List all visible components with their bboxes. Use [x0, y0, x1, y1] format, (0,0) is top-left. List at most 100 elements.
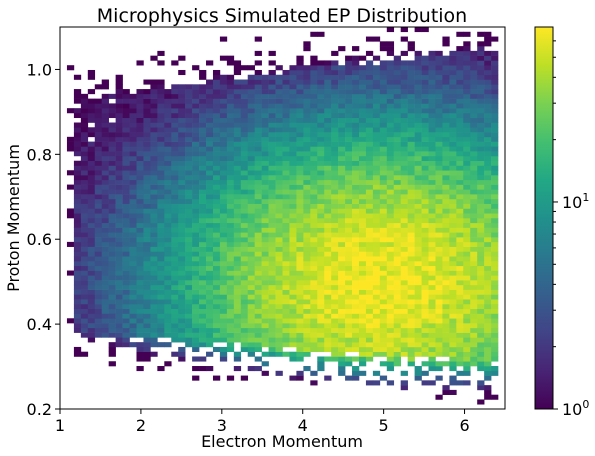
heatmap-cell: [268, 208, 276, 214]
heatmap-cell: [150, 160, 158, 166]
heatmap-cell: [261, 303, 269, 310]
heatmap-cell: [233, 141, 242, 147]
heatmap-cell: [463, 160, 471, 166]
heatmap-cell: [491, 294, 499, 300]
heatmap-cell: [157, 332, 165, 338]
heatmap-cell: [192, 356, 200, 362]
heatmap-cell: [331, 270, 339, 276]
heatmap-cell: [317, 356, 325, 362]
heatmap-cell: [66, 65, 75, 71]
heatmap-cell: [108, 160, 116, 166]
heatmap-cell: [108, 232, 116, 238]
heatmap-cell: [303, 189, 311, 195]
heatmap-cell: [470, 146, 478, 152]
heatmap-cell: [282, 74, 290, 80]
heatmap-cell: [115, 332, 123, 338]
heatmap-cell: [352, 127, 360, 133]
heatmap-cell: [400, 308, 408, 314]
heatmap-cell: [456, 323, 464, 329]
heatmap-cell: [331, 232, 339, 238]
heatmap-cell: [310, 160, 318, 166]
heatmap-cell: [310, 342, 318, 348]
heatmap-cell: [275, 79, 283, 85]
heatmap-cell: [275, 136, 283, 142]
heatmap-cell: [477, 84, 485, 90]
heatmap-cell: [345, 122, 353, 128]
heatmap-cell: [477, 380, 485, 386]
heatmap-cell: [115, 175, 123, 181]
heatmap-cell: [477, 366, 485, 372]
heatmap-cell: [254, 222, 262, 228]
heatmap-cell: [282, 218, 290, 224]
heatmap-cell: [157, 241, 165, 247]
heatmap-cell: [101, 198, 109, 204]
heatmap-cell: [164, 327, 172, 333]
heatmap-cell: [199, 232, 207, 238]
heatmap-cell: [206, 323, 214, 329]
heatmap-cell: [484, 356, 492, 362]
heatmap-cell: [206, 251, 214, 257]
heatmap-cell: [289, 203, 297, 209]
heatmap-cell: [491, 65, 499, 71]
heatmap-cell: [289, 141, 297, 147]
heatmap-cell: [435, 303, 443, 310]
heatmap-cell: [491, 189, 499, 195]
heatmap-cell: [87, 332, 96, 338]
heatmap-cell: [484, 203, 492, 209]
heatmap-cell: [164, 294, 172, 300]
heatmap-cell: [428, 170, 436, 176]
heatmap-cell: [463, 117, 471, 123]
heatmap-cell: [275, 184, 283, 190]
heatmap-cell: [108, 318, 116, 324]
heatmap-cell: [414, 260, 422, 267]
heatmap-cell: [247, 265, 255, 271]
heatmap-cell: [400, 170, 408, 176]
heatmap-cell: [435, 98, 443, 104]
heatmap-cell: [442, 275, 450, 281]
heatmap-cell: [240, 65, 249, 71]
heatmap-cell: [303, 251, 311, 257]
heatmap-cell: [435, 198, 443, 204]
heatmap-cell: [108, 213, 116, 219]
heatmap-cell: [400, 36, 408, 42]
heatmap-cell: [365, 313, 374, 319]
heatmap-cell: [303, 222, 311, 228]
heatmap-cell: [414, 289, 422, 295]
heatmap-cell: [484, 385, 492, 391]
heatmap-cell: [358, 69, 367, 76]
heatmap-cell: [477, 55, 485, 61]
heatmap-cell: [122, 189, 130, 195]
heatmap-cell: [428, 222, 436, 228]
heatmap-cell: [171, 108, 179, 114]
heatmap-cell: [463, 289, 471, 295]
heatmap-cell: [345, 175, 353, 181]
heatmap-cell: [421, 361, 429, 367]
heatmap-cell: [115, 160, 123, 166]
heatmap-cell: [386, 332, 395, 338]
heatmap-cell: [136, 313, 144, 319]
heatmap-cell: [421, 189, 429, 195]
heatmap-cell: [449, 380, 457, 386]
heatmap-cell: [338, 155, 346, 161]
heatmap-cell: [484, 74, 492, 80]
heatmap-cell: [240, 346, 249, 353]
heatmap-cell: [449, 366, 457, 372]
heatmap-cell: [178, 275, 186, 281]
heatmap-cell: [185, 132, 193, 138]
heatmap-cell: [226, 294, 235, 300]
heatmap-cell: [421, 89, 429, 95]
heatmap-cell: [407, 170, 415, 176]
heatmap-cell: [94, 108, 103, 114]
heatmap-cell: [240, 175, 249, 181]
heatmap-cell: [115, 136, 123, 142]
heatmap-cell: [226, 55, 235, 61]
heatmap-cell: [324, 256, 332, 262]
heatmap-cell: [352, 84, 360, 90]
heatmap-cell: [470, 60, 478, 66]
heatmap-cell: [268, 136, 276, 142]
heatmap-cell: [491, 79, 499, 85]
heatmap-cell: [477, 141, 485, 147]
heatmap-cell: [296, 69, 304, 76]
heatmap-cell: [192, 299, 200, 305]
heatmap-cell: [414, 337, 422, 343]
